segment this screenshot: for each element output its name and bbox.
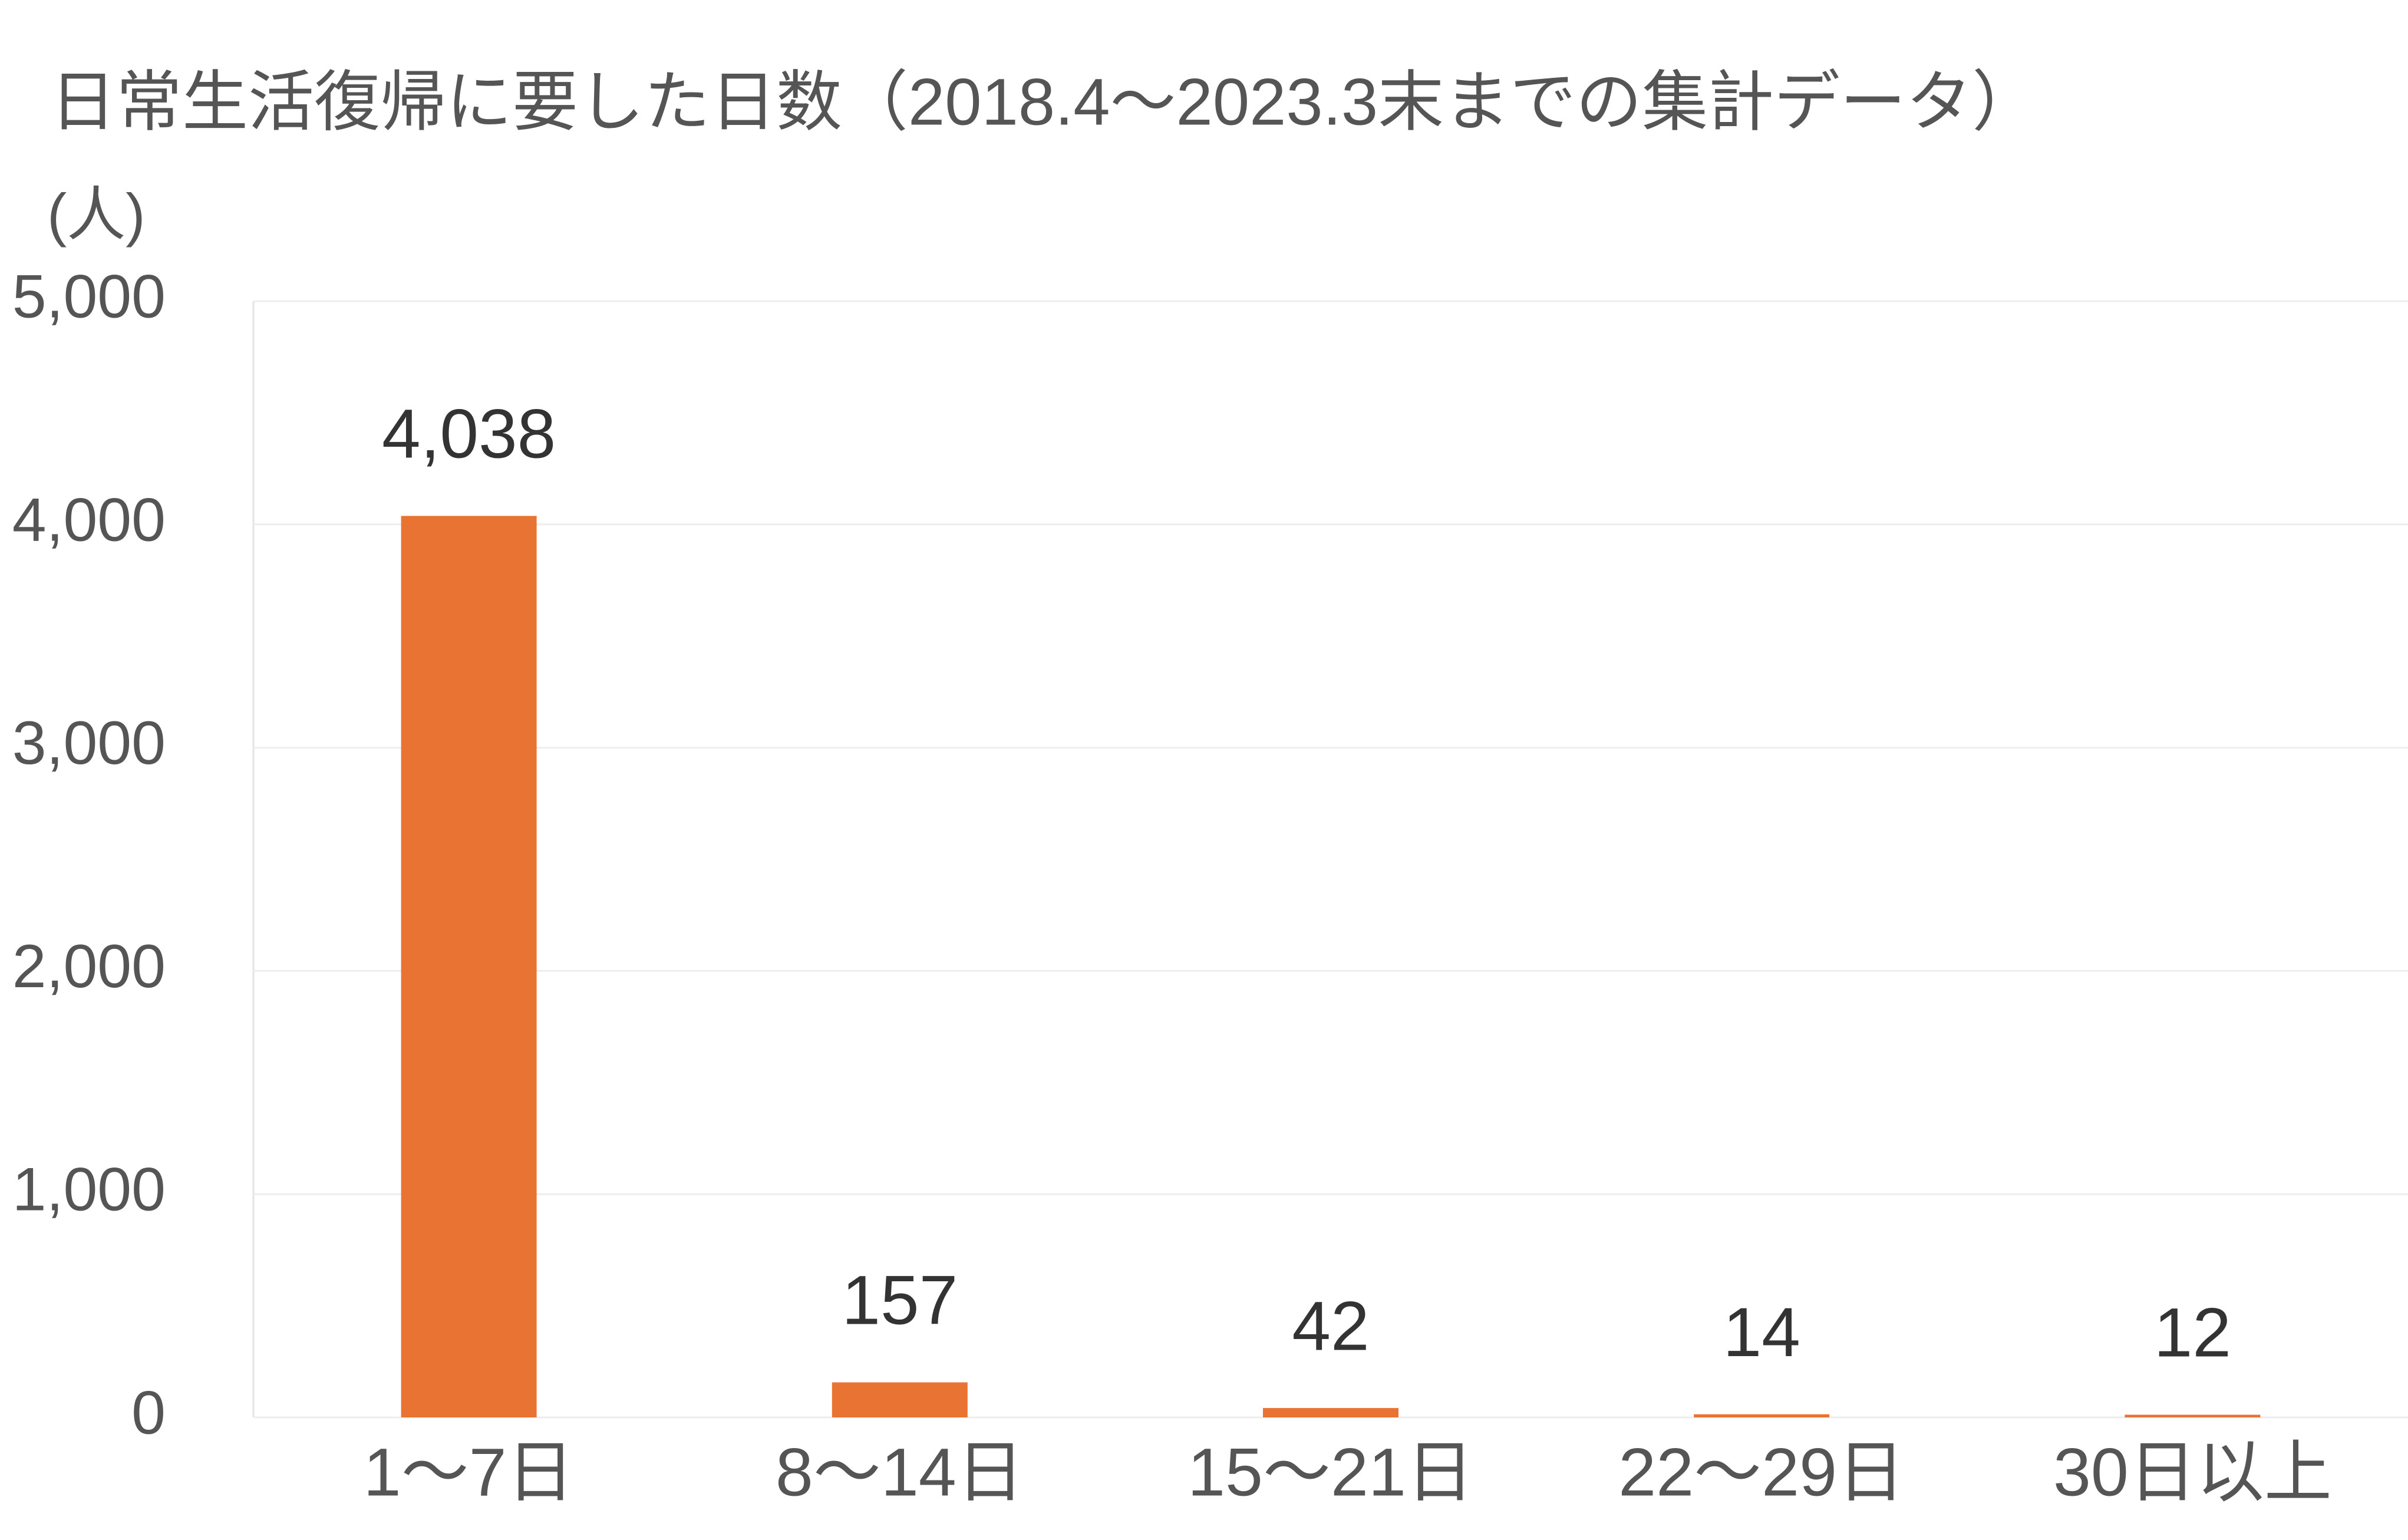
y-tick-label: 2,000 — [12, 932, 166, 1001]
data-label: 14 — [1723, 1294, 1800, 1371]
bar — [1694, 1414, 1830, 1417]
data-label: 12 — [2154, 1294, 2231, 1372]
x-tick-label: 22〜29日 — [1618, 1435, 1905, 1510]
x-tick-label: 15〜21日 — [1187, 1435, 1474, 1510]
x-tick-label: 30日以上 — [2053, 1435, 2332, 1510]
y-tick-label: 0 — [131, 1379, 166, 1447]
bar — [1263, 1408, 1398, 1417]
data-label: 4,038 — [382, 395, 556, 473]
data-label: 42 — [1292, 1287, 1369, 1365]
y-axis-label: (人) — [47, 182, 146, 248]
chart-title: 日常生活復帰に要した日数（2018.4〜2023.3末までの集計データ） — [50, 65, 2038, 139]
y-tick-label: 1,000 — [12, 1156, 166, 1224]
y-tick-label: 4,000 — [12, 486, 166, 554]
data-label: 157 — [842, 1262, 958, 1340]
y-tick-label: 5,000 — [12, 262, 166, 331]
bar — [2125, 1414, 2261, 1417]
y-tick-label: 3,000 — [12, 709, 166, 777]
x-tick-label: 1〜7日 — [364, 1435, 575, 1510]
bar — [832, 1382, 968, 1417]
bar — [401, 516, 537, 1418]
x-tick-label: 8〜14日 — [776, 1435, 1024, 1510]
